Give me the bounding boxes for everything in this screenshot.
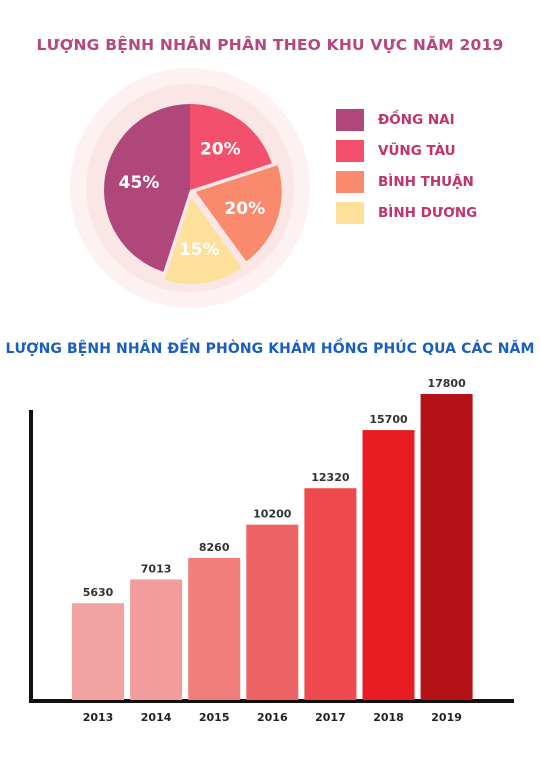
bar-value-label-2019: 17800 bbox=[427, 377, 466, 390]
pie-value-label-1: 20% bbox=[200, 139, 241, 159]
pie-value-label-0: 45% bbox=[119, 173, 160, 193]
legend-label: BÌNH THUẬN bbox=[378, 173, 474, 190]
legend-swatch bbox=[336, 108, 364, 131]
legend-label: BÌNH DƯƠNG bbox=[378, 204, 478, 221]
bar-chart: 5630 2013 7013 2014 8260 2015 10200 2016 12320 20… bbox=[29, 377, 514, 724]
legend-item-vung-tau: VŨNG TÀU bbox=[336, 135, 477, 166]
bar-value-label-2015: 8260 bbox=[199, 541, 230, 554]
legend-swatch bbox=[336, 201, 364, 224]
x-tick-label-2018: 2018 bbox=[373, 711, 404, 724]
legend-item-dong-nai: ĐỒNG NAI bbox=[336, 104, 477, 135]
x-tick-label-2016: 2016 bbox=[257, 711, 288, 724]
legend-item-binh-duong: BÌNH DƯƠNG bbox=[336, 197, 477, 228]
bar-2014 bbox=[130, 579, 183, 700]
bar-value-label-2018: 15700 bbox=[369, 413, 408, 426]
bar-2016 bbox=[246, 524, 299, 700]
x-tick-label-2017: 2017 bbox=[315, 711, 346, 724]
bar-value-label-2013: 5630 bbox=[83, 586, 114, 599]
bar-2017 bbox=[304, 488, 357, 700]
legend-label: ĐỒNG NAI bbox=[378, 111, 455, 128]
bar-value-label-2016: 10200 bbox=[253, 508, 292, 521]
pie-slice-3 bbox=[164, 197, 242, 284]
legend-label: VŨNG TÀU bbox=[378, 142, 456, 159]
bar-value-label-2017: 12320 bbox=[311, 471, 350, 484]
pie-chart-title: LƯỢNG BỆNH NHÂN PHÂN THEO KHU VỰC NĂM 20… bbox=[36, 36, 504, 54]
pie-value-label-2: 20% bbox=[224, 199, 265, 219]
x-tick-label-2019: 2019 bbox=[431, 711, 462, 724]
pie-value-label-3: 15% bbox=[179, 240, 220, 260]
x-tick-label-2013: 2013 bbox=[83, 711, 114, 724]
pie-slice-2 bbox=[195, 165, 282, 262]
bar-2019 bbox=[420, 394, 473, 700]
bar-2018 bbox=[362, 430, 415, 700]
bar-2013 bbox=[72, 603, 124, 700]
pie-slice-0 bbox=[104, 104, 190, 272]
pie-slice-1 bbox=[190, 104, 272, 190]
bar-chart-title: LƯỢNG BỆNH NHÂN ĐẾN PHÒNG KHÁM HỒNG PHÚC… bbox=[5, 341, 535, 357]
pie-chart: 45% 20% 20% 15% bbox=[70, 68, 310, 308]
legend-swatch bbox=[336, 170, 364, 193]
x-tick-label-2015: 2015 bbox=[199, 711, 230, 724]
pie-legend: ĐỒNG NAI VŨNG TÀU BÌNH THUẬN BÌNH DƯƠNG bbox=[336, 104, 477, 228]
legend-item-binh-thuan: BÌNH THUẬN bbox=[336, 166, 477, 197]
bar-value-label-2014: 7013 bbox=[141, 562, 172, 575]
legend-swatch bbox=[336, 139, 364, 162]
x-tick-label-2014: 2014 bbox=[141, 711, 172, 724]
bar-2015 bbox=[188, 558, 241, 700]
